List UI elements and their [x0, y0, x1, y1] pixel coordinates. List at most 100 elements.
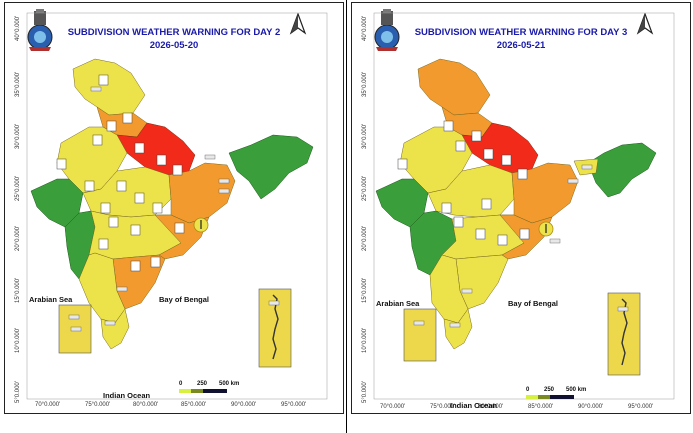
- thermometer-warning-icon: [455, 140, 466, 152]
- region-east-orange: [168, 162, 236, 224]
- lon-tick-label: 95°0.000': [628, 404, 654, 410]
- thermometer-warning-icon: [98, 74, 109, 86]
- scale-label-500: 500 km: [566, 387, 587, 393]
- map-panel-day3: SUBDIVISION WEATHER WARNING FOR DAY 3 20…: [351, 2, 691, 414]
- thunderstorm-icon: [581, 164, 593, 170]
- thermometer-warning-icon: [174, 222, 185, 234]
- lat-tick-label: 40°0.000': [15, 15, 21, 41]
- lon-tick-label: 80°0.000': [478, 404, 504, 410]
- lon-tick-label: 75°0.000': [430, 404, 456, 410]
- thermometer-warning-icon: [116, 180, 127, 192]
- thermometer-warning-icon: [98, 238, 109, 250]
- scale-label-0: 0: [179, 381, 183, 387]
- lat-tick-label: 20°0.000': [362, 225, 368, 251]
- thermometer-warning-icon: [92, 134, 103, 146]
- thermometer-warning-icon: [519, 228, 530, 240]
- lat-tick-label: 25°0.000': [362, 175, 368, 201]
- scale-bar: [179, 389, 227, 393]
- thermometer-warning-icon: [481, 198, 492, 210]
- thunderstorm-icon: [90, 86, 102, 92]
- thermometer-warning-icon: [397, 158, 408, 170]
- lat-tick-label: 40°0.000': [362, 15, 368, 41]
- thermometer-warning-icon: [152, 202, 163, 214]
- bay-of-bengal-label: Bay of Bengal: [508, 299, 559, 308]
- thermometer-warning-icon: [471, 130, 482, 142]
- lat-tick-label: 20°0.000': [15, 225, 21, 251]
- lat-tick-label: 15°0.000': [362, 277, 368, 303]
- thunderstorm-icon: [461, 288, 473, 294]
- lat-tick-label: 15°0.000': [15, 277, 21, 303]
- thermometer-warning-icon: [108, 216, 119, 228]
- thunderstorm-icon: [116, 286, 128, 292]
- region-tamilnadu-yellow: [100, 308, 130, 350]
- scale-label-250: 250: [544, 387, 555, 393]
- thunderstorm-icon: [70, 326, 82, 332]
- arabian-sea-label: Arabian Sea: [29, 295, 73, 304]
- thermometer-warning-icon: [84, 180, 95, 192]
- thermometer-warning-icon: [106, 120, 117, 132]
- region-north-yellow: [72, 58, 146, 116]
- thunderstorm-icon: [567, 178, 579, 184]
- thermometer-warning-icon: [497, 234, 508, 246]
- lat-tick-label: 30°0.000': [15, 123, 21, 149]
- map-title: SUBDIVISION WEATHER WARNING FOR DAY 2: [67, 27, 281, 38]
- scale-label-250: 250: [197, 381, 208, 387]
- thermometer-warning-icon: [453, 216, 464, 228]
- lon-tick-label: 85°0.000': [181, 402, 207, 408]
- lat-tick-label: 5°0.000': [15, 381, 21, 403]
- thermometer-warning-icon: [501, 154, 512, 166]
- north-arrow-icon: [289, 13, 307, 35]
- thunderstorm-icon: [218, 188, 230, 194]
- thermometer-warning-icon: [134, 192, 145, 204]
- arabian-sea-label: Arabian Sea: [376, 299, 420, 308]
- lon-tick-label: 70°0.000': [35, 402, 61, 408]
- lon-tick-label: 80°0.000': [133, 402, 159, 408]
- indian-ocean-label: Indian Ocean: [103, 391, 151, 400]
- thermometer-warning-icon: [100, 202, 111, 214]
- thermometer-warning-icon: [150, 256, 161, 268]
- thermometer-warning-icon: [156, 154, 167, 166]
- lon-tick-label: 95°0.000': [281, 402, 307, 408]
- thunderstorm-icon: [68, 314, 80, 320]
- india-map: [26, 12, 328, 400]
- region-tamilnadu-yellow: [443, 308, 473, 350]
- thermometer-warning-icon: [130, 260, 141, 272]
- lon-tick-label: 70°0.000': [380, 404, 406, 410]
- map-date: 2026-05-21: [496, 40, 546, 51]
- lat-tick-label: 35°0.000': [362, 71, 368, 97]
- thunderstorm-icon: [449, 322, 461, 328]
- lat-tick-label: 25°0.000': [15, 175, 21, 201]
- bay-of-bengal-label: Bay of Bengal: [159, 295, 210, 304]
- thermometer-warning-icon: [483, 148, 494, 160]
- region-northeast-green: [228, 134, 314, 200]
- imd-emblem-icon: [374, 9, 400, 51]
- region-northeast-green: [587, 142, 657, 198]
- thunderstorm-icon: [268, 300, 280, 306]
- region-karnataka-yellow: [78, 252, 126, 324]
- north-arrow-icon: [636, 13, 654, 35]
- lon-tick-label: 75°0.000': [85, 402, 111, 408]
- lon-tick-label: 90°0.000': [231, 402, 257, 408]
- thunderstorm-icon: [617, 306, 629, 312]
- panel-divider: [346, 0, 347, 433]
- thermometer-warning-icon: [56, 158, 67, 170]
- imd-emblem-icon: [27, 9, 53, 51]
- map-title: SUBDIVISION WEATHER WARNING FOR DAY 3: [414, 27, 628, 38]
- region-up-red: [116, 122, 196, 176]
- scale-bar: [526, 395, 574, 399]
- lat-tick-label: 10°0.000': [15, 327, 21, 353]
- map-panel-day2: SUBDIVISION WEATHER WARNING FOR DAY 2 20…: [4, 2, 344, 414]
- thunderstorm-icon: [218, 178, 230, 184]
- lat-tick-label: 10°0.000': [362, 327, 368, 353]
- thermometer-warning-icon: [443, 120, 454, 132]
- thunderstorm-icon: [204, 154, 216, 160]
- thermometer-warning-icon: [130, 224, 141, 236]
- lakshadweep-inset: [403, 308, 437, 362]
- thermometer-warning-icon: [172, 164, 183, 176]
- lon-tick-label: 85°0.000': [528, 404, 554, 410]
- scale-label-0: 0: [526, 387, 530, 393]
- indian-ocean-label: Indian Ocean: [450, 401, 498, 410]
- thunderstorm-icon: [549, 238, 561, 244]
- thermometer-warning-icon: [441, 202, 452, 214]
- region-up-red: [461, 122, 539, 174]
